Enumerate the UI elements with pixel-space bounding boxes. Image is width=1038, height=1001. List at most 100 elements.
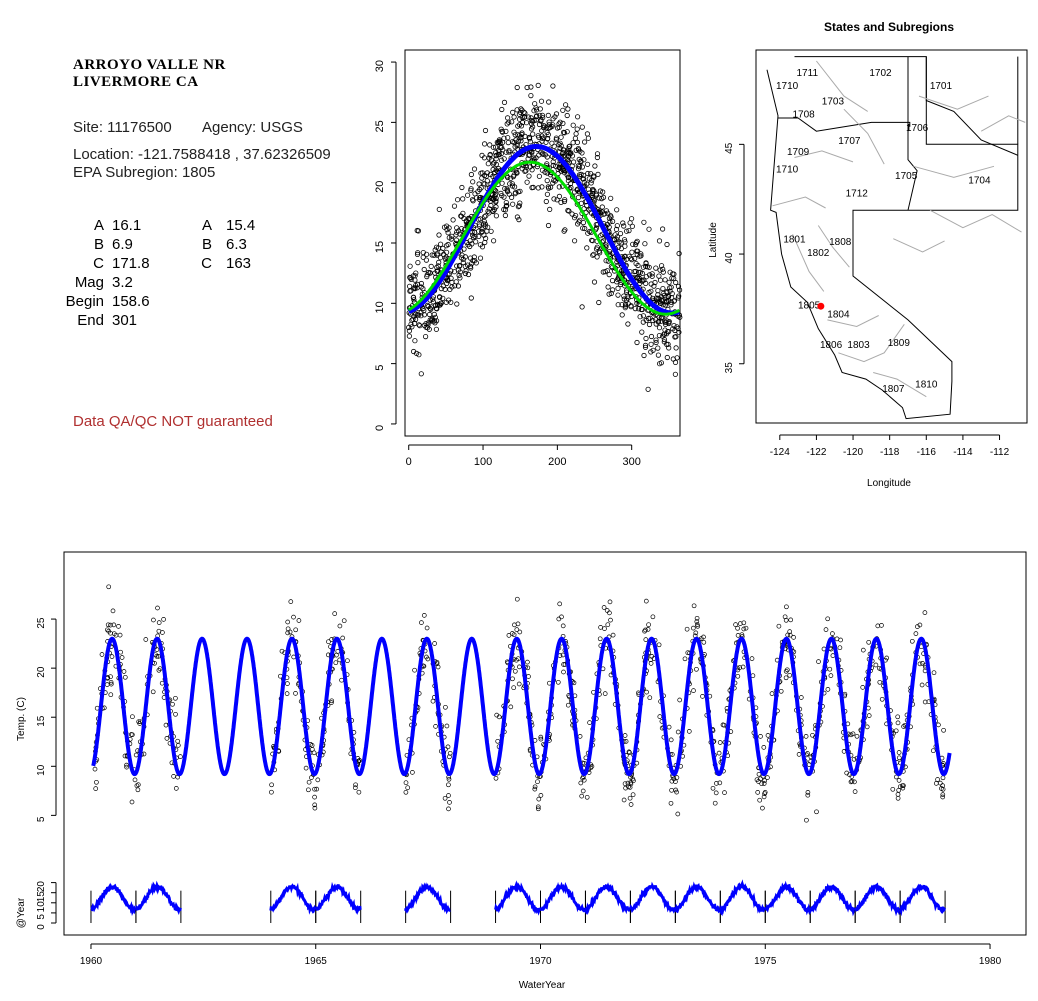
ts-point — [917, 622, 923, 628]
seasonal-point — [645, 386, 651, 392]
seasonal-point — [406, 283, 413, 289]
seasonal-point — [472, 191, 478, 197]
seasonal-point — [508, 194, 515, 200]
seasonal-point — [606, 215, 613, 221]
ts-fit-line — [91, 636, 952, 777]
year-curve — [134, 880, 182, 916]
seasonal-point — [573, 147, 579, 153]
seasonal-point — [659, 315, 665, 321]
seasonal-point — [552, 114, 558, 120]
seasonal-point — [553, 137, 559, 143]
seasonal-point — [585, 135, 592, 141]
seasonal-point — [643, 335, 649, 342]
ts-point — [940, 786, 946, 792]
seasonal-point — [596, 299, 602, 306]
seasonal-point — [414, 251, 421, 257]
seasonal-point — [496, 152, 502, 158]
seasonal-point — [453, 237, 459, 243]
seasonal-point — [502, 185, 508, 192]
ts-point — [312, 802, 318, 808]
seasonal-point — [422, 333, 429, 340]
seasonal-point — [595, 171, 601, 177]
seasonal-point — [574, 114, 581, 120]
ts-point — [816, 659, 821, 664]
seasonal-point — [655, 287, 661, 294]
seasonal-point — [568, 184, 574, 191]
seasonal-point — [503, 203, 509, 209]
ts-point — [130, 714, 135, 720]
seasonal-point — [514, 141, 520, 147]
seasonal-point — [501, 194, 507, 200]
ts-point — [515, 621, 521, 627]
seasonal-point — [519, 166, 525, 172]
seasonal-point — [476, 233, 482, 239]
seasonal-point — [616, 239, 622, 245]
seasonal-point — [507, 175, 514, 181]
seasonal-point — [469, 241, 475, 247]
seasonal-point — [608, 195, 614, 201]
ts-point — [860, 685, 866, 690]
ts-point — [674, 775, 680, 780]
ts-point — [526, 674, 531, 679]
seasonal-point — [662, 277, 668, 283]
seasonal-point — [473, 239, 479, 245]
param-label-b: B — [93, 236, 104, 253]
seasonal-point — [448, 236, 454, 242]
ts-point — [656, 642, 662, 648]
seasonal-point — [448, 275, 454, 281]
seasonal-y-tick-label: 25 — [374, 120, 386, 132]
site-marker — [817, 302, 825, 310]
seasonal-point — [423, 257, 429, 263]
region-label: 1810 — [915, 380, 938, 391]
seasonal-point — [457, 275, 463, 281]
ts-point — [410, 770, 415, 775]
seasonal-point — [456, 272, 462, 278]
seasonal-point — [660, 290, 666, 297]
ts-point — [109, 654, 115, 659]
seasonal-point — [418, 280, 424, 287]
year-curve — [899, 883, 947, 917]
ts-temp-tick-label: 25 — [36, 617, 47, 629]
seasonal-point — [664, 354, 670, 361]
year-curve — [584, 882, 632, 916]
seasonal-point — [651, 283, 657, 289]
state-boundary — [907, 56, 918, 211]
ts-point — [848, 779, 854, 785]
ts-point — [134, 783, 140, 789]
seasonal-point — [482, 181, 488, 187]
ts-point — [171, 774, 176, 779]
seasonal-point — [504, 121, 510, 127]
year-curve — [764, 880, 812, 916]
seasonal-point — [608, 214, 614, 220]
seasonal-point — [660, 285, 666, 292]
seasonal-point — [591, 251, 597, 257]
seasonal-point — [505, 140, 511, 146]
ts-point — [510, 676, 515, 682]
ts-point — [106, 584, 112, 590]
ts-point — [525, 659, 530, 665]
subregion-boundary — [792, 234, 825, 292]
ts-point — [312, 805, 318, 811]
ts-point — [532, 786, 538, 792]
seasonal-point — [632, 305, 638, 312]
seasonal-point — [561, 228, 567, 234]
seasonal-point — [434, 268, 440, 274]
seasonal-point — [551, 196, 557, 202]
seasonal-point — [529, 185, 535, 191]
seasonal-point — [633, 240, 639, 246]
ts-point — [756, 771, 762, 777]
seasonal-point — [626, 253, 632, 259]
ts-point — [506, 633, 512, 638]
ts-point — [796, 752, 802, 757]
seasonal-point — [497, 140, 503, 146]
ts-point — [565, 702, 571, 708]
seasonal-point — [664, 329, 671, 335]
year-curve — [808, 883, 856, 917]
ts-point — [717, 780, 723, 786]
subregion-boundary — [816, 60, 868, 112]
ts-point — [788, 617, 794, 623]
region-label: 1807 — [882, 384, 905, 395]
seasonal-point — [577, 148, 583, 154]
ts-point — [937, 780, 943, 786]
seasonal-point — [512, 132, 518, 138]
